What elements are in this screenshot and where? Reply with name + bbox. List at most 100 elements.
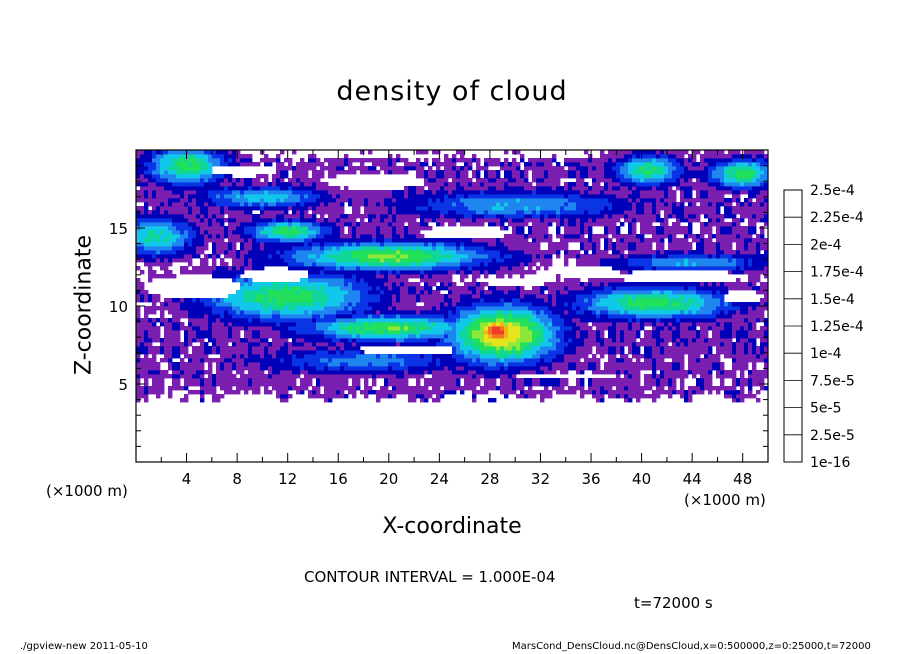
density-cell — [460, 258, 473, 263]
density-cell — [400, 254, 409, 259]
density-cell — [724, 182, 741, 187]
density-cell — [272, 354, 277, 359]
density-cell — [400, 234, 405, 239]
density-cell — [236, 218, 253, 223]
density-cell — [668, 294, 681, 299]
density-cell — [508, 182, 533, 187]
density-cell — [556, 294, 577, 299]
density-cell — [212, 350, 217, 355]
density-cell — [460, 174, 469, 179]
density-cell — [464, 194, 469, 199]
density-cell — [268, 234, 285, 239]
density-cell — [336, 262, 361, 267]
density-cell — [204, 342, 209, 347]
density-cell — [500, 382, 513, 387]
density-cell — [180, 370, 185, 375]
density-cell — [596, 218, 621, 223]
density-cell — [696, 338, 705, 343]
density-cell — [240, 202, 245, 207]
density-cell — [352, 210, 361, 215]
density-cell — [732, 394, 737, 399]
density-cell — [660, 222, 669, 227]
density-cell — [668, 166, 677, 171]
density-cell — [696, 390, 705, 395]
density-cell — [512, 386, 517, 391]
density-cell — [348, 282, 353, 287]
density-cell — [384, 382, 389, 387]
density-cell — [136, 354, 141, 359]
density-cell — [164, 334, 181, 339]
density-cell — [656, 254, 669, 259]
density-cell — [740, 250, 757, 255]
density-cell — [356, 334, 361, 339]
density-cell — [720, 322, 725, 327]
density-cell — [428, 362, 437, 367]
density-cell — [176, 174, 201, 179]
density-cell — [704, 338, 709, 343]
density-cell — [276, 322, 281, 327]
density-cell — [584, 250, 589, 255]
density-cell — [540, 342, 553, 347]
density-cell — [348, 214, 369, 219]
density-cell — [340, 214, 349, 219]
density-cell — [488, 322, 493, 327]
density-cell — [600, 342, 605, 347]
density-cell — [644, 206, 653, 211]
density-cell — [428, 166, 433, 171]
density-cell — [400, 274, 421, 279]
density-cell — [240, 286, 261, 291]
density-cell — [716, 250, 725, 255]
density-cell — [424, 290, 429, 295]
density-cell — [732, 382, 737, 387]
density-cell — [748, 330, 765, 335]
density-cell — [432, 206, 469, 211]
density-cell — [464, 166, 469, 171]
density-cell — [640, 226, 657, 231]
density-cell — [764, 222, 769, 227]
density-cell — [188, 194, 209, 199]
density-cell — [412, 246, 417, 251]
density-cell — [148, 330, 161, 335]
density-cell — [368, 218, 373, 223]
density-cell — [292, 206, 309, 211]
density-cell — [516, 382, 525, 387]
density-cell — [376, 214, 381, 219]
density-cell — [308, 278, 345, 283]
density-cell — [172, 370, 181, 375]
density-cell — [404, 186, 409, 191]
density-cell — [432, 254, 453, 259]
density-cell — [500, 202, 505, 207]
density-cell — [488, 210, 517, 215]
density-cell — [584, 242, 593, 247]
density-cell — [560, 290, 569, 295]
density-cell — [556, 274, 561, 279]
density-cell — [708, 234, 713, 239]
density-cell — [368, 390, 377, 395]
density-cell — [652, 370, 657, 375]
density-cell — [368, 282, 385, 287]
density-cell — [400, 290, 409, 295]
density-cell — [656, 242, 665, 247]
density-cell — [516, 394, 525, 399]
density-cell — [404, 326, 409, 331]
density-cell — [300, 366, 305, 371]
density-cell — [532, 382, 541, 387]
density-cell — [300, 182, 305, 187]
density-cell — [556, 214, 561, 219]
density-cell — [716, 254, 721, 259]
density-cell — [680, 322, 693, 327]
density-cell — [496, 238, 501, 243]
density-cell — [556, 186, 565, 191]
density-cell — [276, 302, 285, 307]
density-cell — [564, 302, 569, 307]
density-cell — [712, 362, 721, 367]
density-cell — [320, 314, 325, 319]
density-cell — [264, 230, 269, 235]
density-cell — [576, 174, 581, 179]
density-cell — [588, 334, 597, 339]
density-cell — [752, 174, 757, 179]
colorbar-label: 7.5e-5 — [810, 373, 855, 389]
density-cell — [652, 350, 661, 355]
density-cell — [168, 318, 173, 323]
density-cell — [660, 290, 665, 295]
